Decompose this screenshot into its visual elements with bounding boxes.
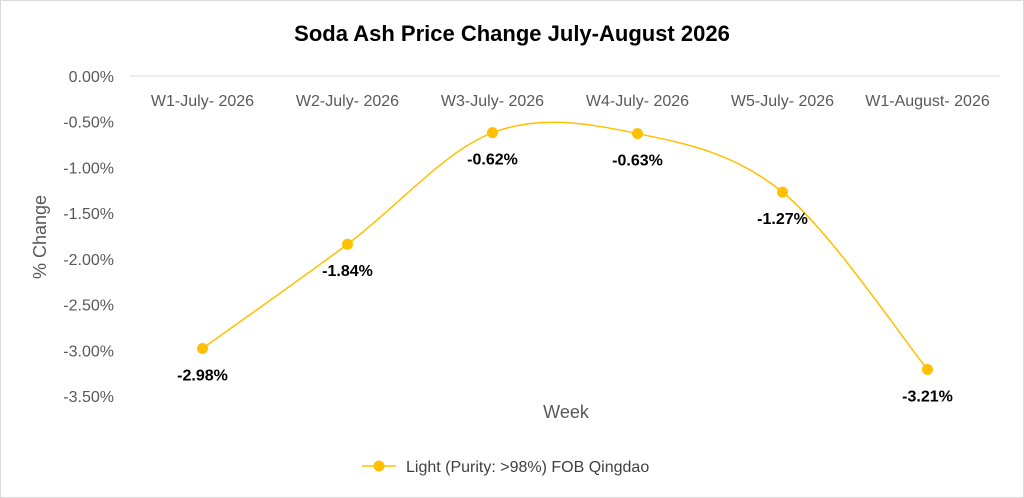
data-point [922,363,933,375]
data-label: -0.62% [467,152,518,169]
series-markers [197,127,933,375]
legend-label: Light (Purity: >98%) FOB Qingdao [406,459,649,476]
data-label: -3.21% [902,388,953,405]
series-line [202,121,929,370]
y-axis-label: % Change [30,195,50,279]
data-point [632,128,643,140]
y-tick-label: -1.50% [63,206,114,223]
y-tick-label: -2.00% [63,252,114,269]
x-tick-label: W1-August- 2026 [865,93,990,110]
data-label: -1.27% [757,211,808,228]
x-tick-label: W4-July- 2026 [586,93,689,110]
legend-marker [373,460,385,472]
x-tick-label: W5-July- 2026 [731,93,834,110]
data-point [197,342,208,354]
chart-title: Soda Ash Price Change July-August 2026 [294,21,730,46]
data-label: -2.98% [177,367,228,384]
y-axis-ticks: 0.00% -0.50% -1.00% -1.50% -2.00% -2.50% -3.00… [63,69,114,406]
data-label: -0.63% [612,153,663,170]
x-tick-label: W2-July- 2026 [296,93,399,110]
y-tick-label: -3.50% [63,389,114,406]
y-tick-label: -1.00% [63,160,114,177]
data-point [487,127,498,139]
data-label: -1.84% [322,263,373,280]
x-axis-ticks: W1-July- 2026 W2-July- 2026 W3-July- 2026 W… [151,93,990,110]
x-tick-label: W1-July- 2026 [151,93,254,110]
x-tick-label: W3-July- 2026 [441,93,544,110]
legend: Light (Purity: >98%) FOB Qingdao [362,459,649,476]
data-point [342,238,353,250]
data-point [777,186,788,198]
y-tick-label: -3.00% [63,343,114,360]
y-tick-label: -0.50% [63,115,114,132]
x-axis-label: Week [543,402,590,422]
y-tick-label: 0.00% [69,69,114,86]
data-labels: -2.98% -1.84% -0.62% -0.63% -1.27% -3.21% [177,152,953,406]
y-tick-label: -2.50% [63,298,114,315]
